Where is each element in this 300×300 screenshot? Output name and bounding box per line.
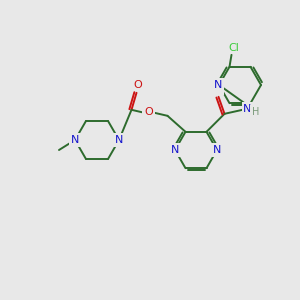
Text: O: O xyxy=(144,107,153,117)
Text: O: O xyxy=(213,84,222,94)
Text: N: N xyxy=(243,104,252,114)
Text: O: O xyxy=(133,80,142,90)
Text: N: N xyxy=(71,135,79,145)
Text: Cl: Cl xyxy=(228,43,239,53)
Text: H: H xyxy=(252,107,259,117)
Text: N: N xyxy=(171,145,179,155)
Text: N: N xyxy=(214,80,222,90)
Text: N: N xyxy=(115,135,123,145)
Text: N: N xyxy=(213,145,221,155)
